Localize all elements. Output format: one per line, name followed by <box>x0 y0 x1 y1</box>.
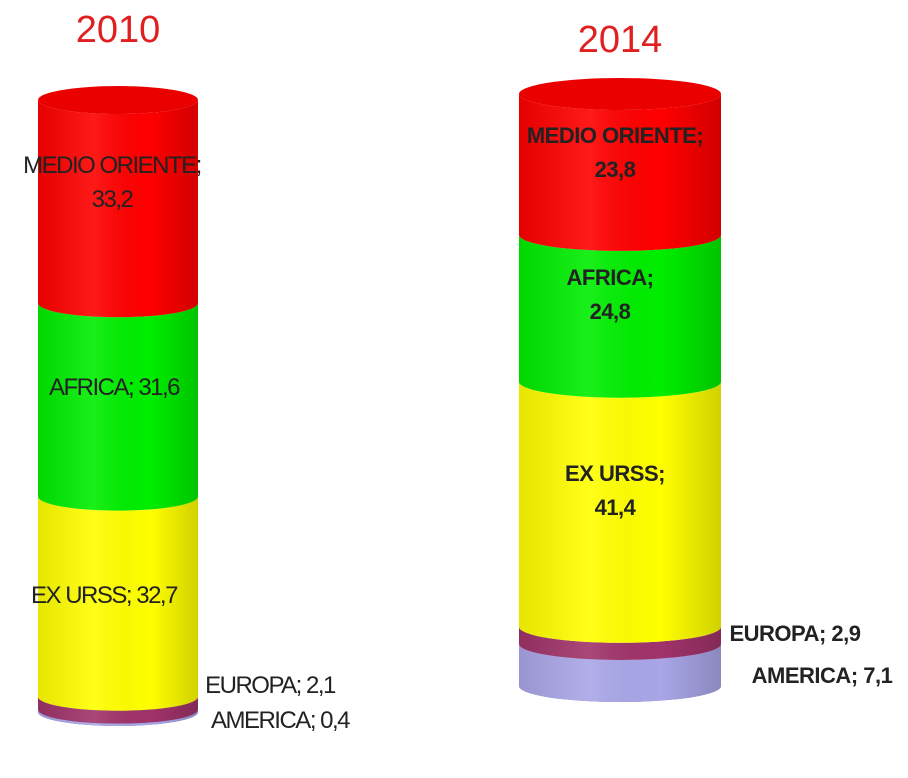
segment-shading <box>519 234 721 398</box>
segment-shading <box>38 100 198 318</box>
segment-shading <box>519 94 721 251</box>
chart-title: 2014 <box>578 19 663 61</box>
chart-title: 2010 <box>76 9 161 51</box>
data-label-ex-urss: EX URSS; 32,7 <box>31 582 178 609</box>
cylinder-chart-2010 <box>38 86 198 726</box>
data-label-europa: EUROPA; 2,1 <box>205 672 336 699</box>
segment-shading <box>38 496 198 711</box>
data-label-africa: AFRICA; 31,6 <box>49 374 180 401</box>
data-label-medio-oriente: MEDIO ORIENTE; 33,2 <box>23 152 201 213</box>
data-label-europa: EUROPA; 2,9 <box>729 621 860 646</box>
data-label-america: AMERICA; 7,1 <box>752 663 893 688</box>
segment-shading <box>519 626 721 660</box>
segment-shading <box>519 381 721 643</box>
data-label-medio-oriente: MEDIO ORIENTE; 23,8 <box>527 123 703 182</box>
cylinder-chart-2014 <box>519 78 721 702</box>
data-label-africa: AFRICA; 24,8 <box>567 265 654 324</box>
data-label-ex-urss: EX URSS; 41,4 <box>565 461 665 520</box>
segment-shading <box>38 303 198 511</box>
data-label-america: AMERICA; 0,4 <box>211 707 350 734</box>
cylinder-top-cap <box>38 86 198 114</box>
segment-shading <box>38 709 198 726</box>
segment-shading <box>519 643 721 702</box>
data-labels: 2010 AMERICA; 0,4 EUROPA; 2,1 EX URSS; 32,7… <box>23 9 893 734</box>
cylinder-bodies <box>38 78 721 726</box>
segment-shading <box>38 696 198 724</box>
cylinder-top-cap <box>519 78 721 110</box>
